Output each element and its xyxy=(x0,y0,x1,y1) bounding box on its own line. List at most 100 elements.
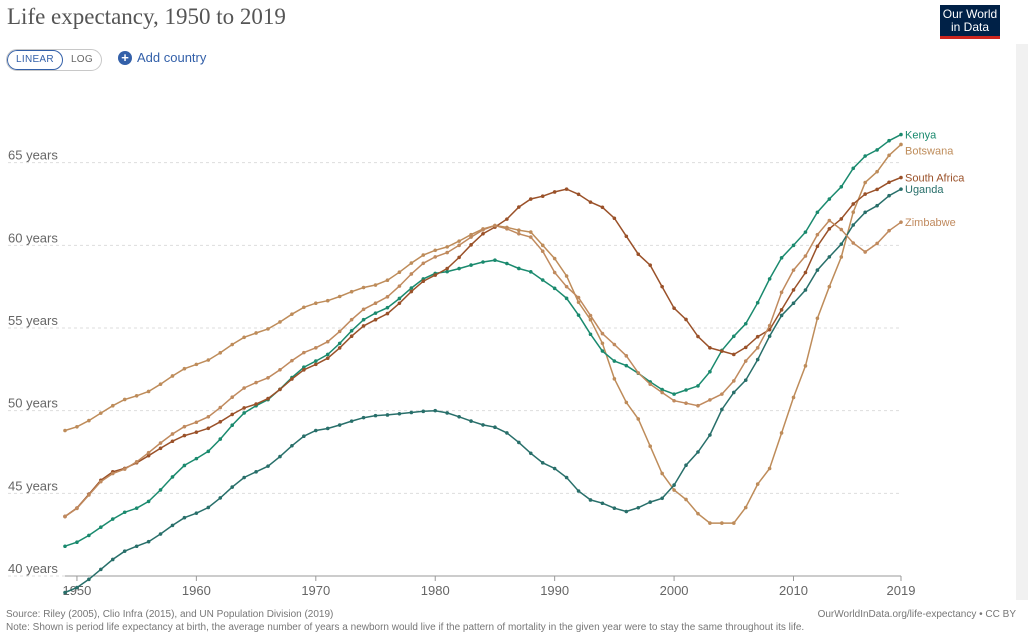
x-tick-label: 1970 xyxy=(301,583,330,598)
log-scale-button[interactable]: LOG xyxy=(70,54,93,65)
data-point xyxy=(110,471,115,476)
data-point xyxy=(540,278,545,282)
data-point xyxy=(302,350,306,355)
data-point xyxy=(720,407,724,412)
data-point xyxy=(481,423,485,427)
data-point xyxy=(791,301,796,306)
data-point xyxy=(732,352,736,357)
data-point xyxy=(576,295,581,300)
data-point xyxy=(218,350,223,355)
series-label: Kenya xyxy=(905,130,937,142)
data-point xyxy=(170,475,175,479)
data-point xyxy=(182,463,187,468)
data-point xyxy=(373,413,378,418)
data-point xyxy=(373,311,378,315)
logo-line-1: Our World xyxy=(942,7,998,21)
data-point xyxy=(708,521,712,525)
data-point xyxy=(146,389,151,394)
data-point xyxy=(564,274,569,278)
chart-link[interactable]: OurWorldInData.org/life-expectancy • CC … xyxy=(817,609,1016,620)
data-point xyxy=(755,482,760,486)
data-point xyxy=(433,273,438,277)
data-point xyxy=(302,368,306,372)
data-point xyxy=(63,514,67,519)
data-point xyxy=(110,557,115,562)
data-point xyxy=(421,279,426,284)
linear-scale-button[interactable]: LINEAR xyxy=(7,50,63,70)
data-point xyxy=(815,232,820,237)
data-point xyxy=(624,509,629,514)
data-point xyxy=(779,313,784,318)
data-point xyxy=(266,327,270,331)
data-point xyxy=(206,426,211,431)
series-line xyxy=(64,133,902,547)
line-chart[interactable]: 40 years 45 years 50 years 55 years 60 years… xyxy=(0,0,1010,600)
data-point xyxy=(564,284,569,289)
data-point xyxy=(600,205,605,210)
data-point xyxy=(803,288,808,292)
data-point xyxy=(612,359,617,363)
data-point xyxy=(755,334,760,339)
data-point xyxy=(409,261,414,265)
x-tick-label: 1980 xyxy=(421,583,450,598)
data-point xyxy=(278,367,282,372)
data-point xyxy=(134,506,139,511)
data-point xyxy=(612,377,617,381)
data-point xyxy=(696,334,700,339)
data-point xyxy=(290,358,294,363)
data-point xyxy=(660,284,664,289)
data-point xyxy=(505,431,509,435)
data-point xyxy=(230,342,234,347)
data-point xyxy=(743,505,748,510)
data-point xyxy=(743,345,748,350)
data-point xyxy=(314,359,318,363)
data-point xyxy=(99,411,103,415)
data-point xyxy=(684,463,688,468)
data-point xyxy=(779,431,784,435)
data-point xyxy=(206,414,211,419)
series-botswana xyxy=(63,142,903,525)
data-point xyxy=(791,268,796,272)
data-point xyxy=(134,393,139,398)
data-point xyxy=(815,316,820,321)
data-point xyxy=(803,230,808,234)
data-point xyxy=(887,180,891,185)
data-point xyxy=(899,175,903,180)
data-point xyxy=(290,377,294,381)
data-point xyxy=(839,242,844,246)
data-point xyxy=(457,255,461,260)
data-point xyxy=(421,261,426,266)
data-point xyxy=(302,305,306,310)
data-point xyxy=(493,258,497,263)
data-point xyxy=(469,263,473,267)
data-point xyxy=(863,210,867,215)
data-point xyxy=(182,366,187,371)
owid-logo[interactable]: Our World in Data xyxy=(940,5,1000,39)
data-point xyxy=(540,461,545,465)
data-point xyxy=(445,250,449,255)
data-point xyxy=(887,228,891,233)
y-tick-label: 45 years xyxy=(8,478,58,493)
data-point xyxy=(899,142,903,147)
plus-icon: + xyxy=(118,50,132,65)
data-point xyxy=(75,540,79,544)
data-point xyxy=(445,245,449,249)
scrollbar[interactable] xyxy=(1016,44,1028,600)
data-point xyxy=(170,439,175,444)
data-point xyxy=(314,362,318,367)
data-point xyxy=(875,148,879,152)
data-point xyxy=(576,313,581,317)
data-point xyxy=(457,414,461,419)
data-point xyxy=(218,419,223,424)
data-point xyxy=(445,411,449,415)
add-country-button[interactable]: + Add country xyxy=(118,50,206,65)
data-point xyxy=(875,241,879,246)
data-point xyxy=(87,577,91,582)
data-point xyxy=(266,396,270,401)
data-point xyxy=(63,590,67,595)
data-point xyxy=(314,301,318,306)
data-point xyxy=(397,296,402,301)
data-point xyxy=(254,380,258,385)
data-point xyxy=(875,169,879,174)
data-point xyxy=(863,250,867,254)
